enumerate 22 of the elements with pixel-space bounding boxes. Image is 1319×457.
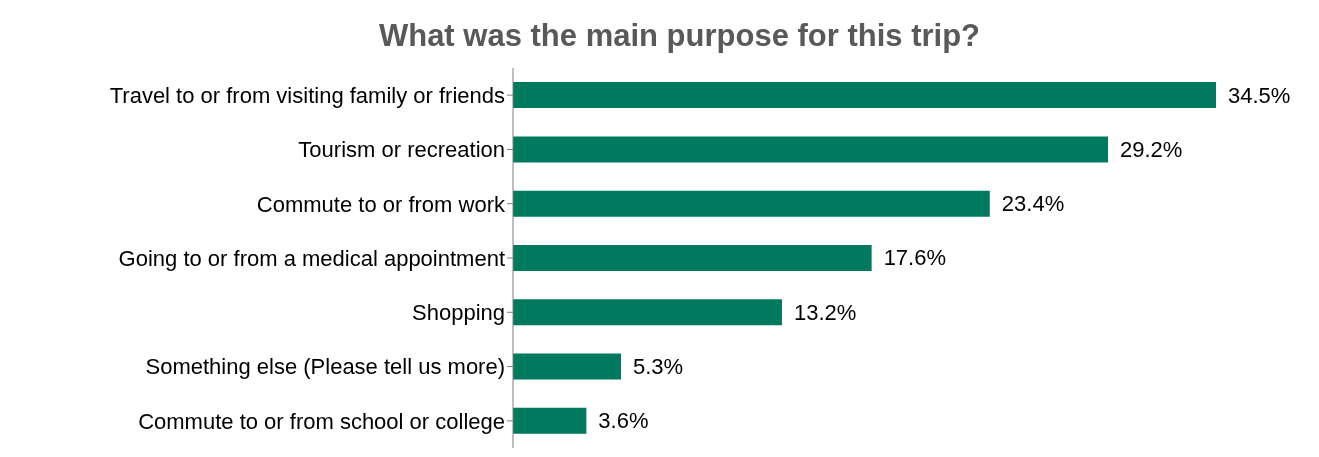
data-label: 23.4%	[1001, 191, 1065, 217]
y-tick-label: Shopping	[412, 300, 505, 326]
bar	[513, 299, 782, 326]
y-tick-label: Commute to or from school or college	[138, 408, 505, 434]
data-label: 3.6%	[598, 408, 649, 434]
y-tick-label: Something else (Please tell us more)	[145, 354, 505, 380]
data-label: 13.2%	[793, 299, 857, 325]
y-tick-label: Tourism or recreation	[298, 137, 505, 163]
bar	[513, 82, 1216, 109]
y-tick-label: Travel to or from visiting family or friends	[109, 82, 505, 108]
data-label: 29.2%	[1120, 136, 1183, 162]
data-label: 34.5%	[1228, 82, 1291, 108]
data-label: 5.3%	[633, 354, 684, 380]
data-label: 17.6%	[883, 245, 947, 271]
bar	[513, 244, 872, 271]
chart-title: What was the main purpose for this trip?	[377, 17, 982, 55]
bar	[513, 190, 990, 217]
y-tick-label: Commute to or from work	[256, 191, 506, 217]
bar	[513, 407, 587, 434]
bar	[513, 136, 1108, 163]
bar	[513, 353, 621, 380]
y-tick-label: Going to or from a medical appointment	[118, 245, 505, 271]
